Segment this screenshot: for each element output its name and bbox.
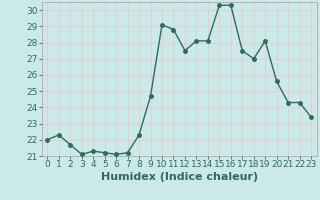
X-axis label: Humidex (Indice chaleur): Humidex (Indice chaleur) bbox=[100, 172, 258, 182]
